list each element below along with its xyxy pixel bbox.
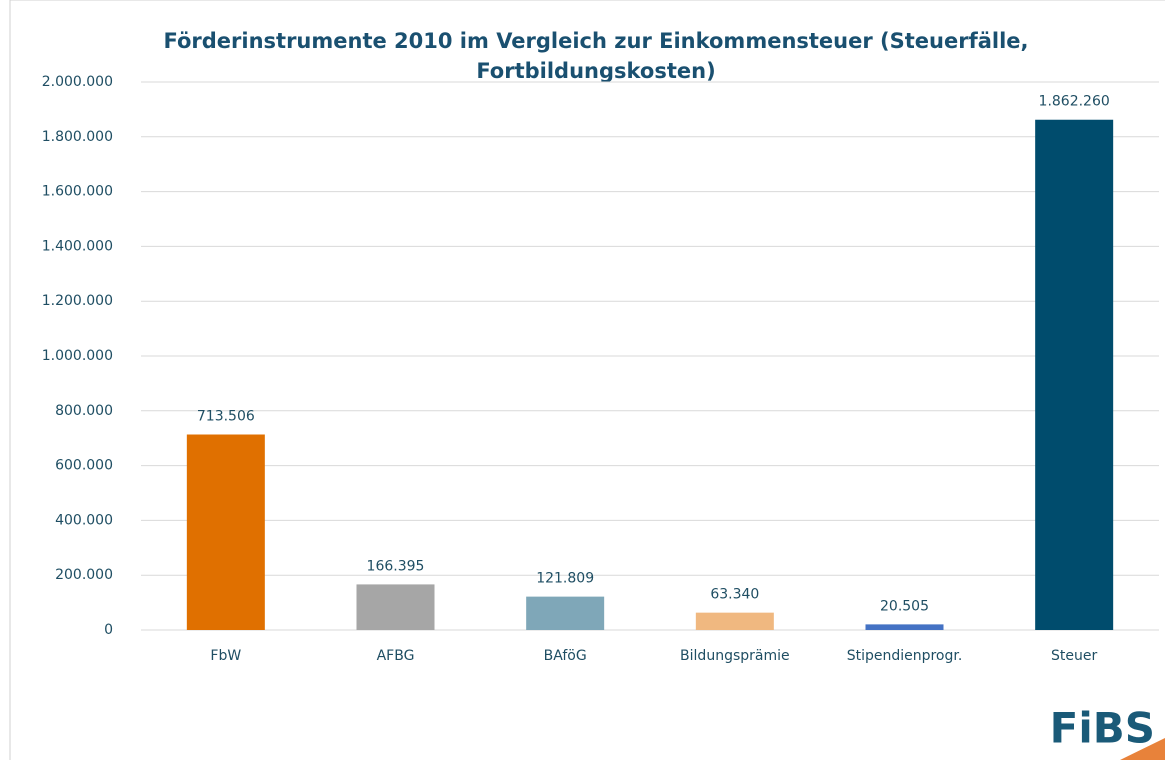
bar [186, 434, 265, 630]
bar [695, 612, 774, 630]
bar [865, 624, 944, 630]
bar [1035, 119, 1114, 631]
chart-border [9, 0, 1165, 760]
y-tick-label: 800.000 [55, 403, 113, 419]
bar [526, 596, 605, 630]
x-tick-label: Bildungsprämie [680, 648, 790, 664]
value-label: 166.395 [367, 558, 425, 574]
y-tick-label: 1.000.000 [42, 348, 113, 364]
logo-corner [1120, 738, 1165, 760]
value-label: 63.340 [710, 587, 759, 603]
y-tick-label: 400.000 [55, 512, 113, 528]
x-tick-label: BAföG [544, 648, 587, 664]
y-tick-label: 600.000 [55, 458, 113, 474]
value-label: 121.809 [536, 571, 594, 587]
value-label: 1.862.260 [1039, 94, 1110, 110]
y-tick-label: 200.000 [55, 567, 113, 583]
y-tick-label: 0 [104, 622, 113, 638]
value-label: 20.505 [880, 598, 929, 614]
x-tick-label: AFBG [377, 648, 415, 664]
x-tick-label: Stipendienprogr. [847, 648, 963, 664]
chart-title: Förderinstrumente 2010 im Vergleich zur … [163, 29, 1028, 53]
y-tick-label: 2.000.000 [42, 74, 113, 90]
bar [356, 584, 435, 630]
y-tick-label: 1.800.000 [42, 129, 113, 145]
chart-title: Fortbildungskosten) [476, 59, 715, 83]
logo: FiBS [1050, 704, 1155, 753]
value-label: 713.506 [197, 408, 255, 424]
y-tick-label: 1.200.000 [42, 293, 113, 309]
y-tick-label: 1.400.000 [42, 238, 113, 254]
y-tick-label: 1.600.000 [42, 184, 113, 200]
x-tick-label: Steuer [1051, 648, 1097, 664]
x-tick-label: FbW [210, 648, 241, 664]
